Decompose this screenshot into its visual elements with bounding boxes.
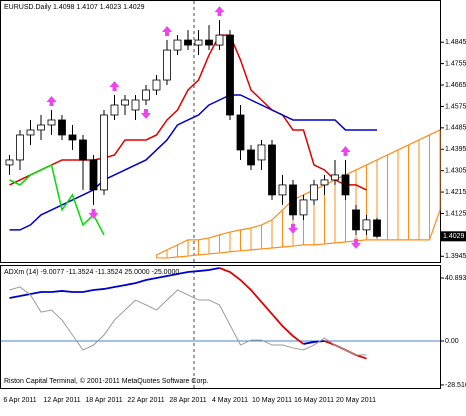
fractal-up	[46, 95, 57, 106]
candle-body	[184, 39, 192, 46]
candle-body	[37, 124, 45, 131]
candle-body	[16, 134, 24, 161]
candle-body	[142, 89, 150, 101]
fractal-down	[351, 238, 361, 249]
x-tick-label: 12 Apr 2011	[43, 397, 80, 404]
candle-body	[226, 34, 234, 116]
indicator-line	[9, 163, 105, 236]
fractal-up	[340, 145, 351, 156]
candle-body	[68, 134, 77, 141]
candle-body	[194, 39, 203, 46]
candle-body	[289, 184, 297, 216]
candle-body	[79, 139, 87, 161]
candle-body	[5, 159, 14, 166]
candle-body	[373, 219, 381, 237]
x-tick-label: 28 Apr 2011	[169, 397, 206, 404]
x-tick-label: 4 May 2011	[212, 397, 248, 404]
y-tick-label: 1.4125	[445, 210, 466, 217]
y-tick-label: 1.4665	[445, 82, 466, 89]
candle-body	[278, 184, 287, 196]
y-tick-label: 40.8936	[445, 275, 466, 282]
y-tick-label: 1.4485	[445, 125, 466, 132]
y-tick-label: -28.5168	[445, 382, 466, 389]
footer: Riston Capital Terminal, © 2001-2011 Met…	[4, 377, 209, 385]
x-tick-label: 22 Apr 2011	[127, 397, 164, 404]
candle-body	[131, 99, 140, 111]
indicator-panel-frame	[0, 265, 441, 389]
indicator-line	[9, 94, 377, 231]
candle-body	[110, 104, 119, 116]
candle-body	[341, 174, 350, 196]
indicator-title: ADXm (14) -9.0077 -11.3524 -11.3524 25.0…	[4, 269, 179, 276]
candle-body	[26, 129, 35, 136]
candle-body	[236, 114, 245, 151]
y-tick-label: 1.4755	[445, 60, 466, 67]
candle-body	[173, 39, 182, 51]
x-tick-label: 10 May 2011	[252, 397, 292, 404]
candle-body	[310, 184, 318, 201]
fractal-up	[162, 26, 172, 37]
candle-body	[100, 114, 108, 191]
chart-title: EURUSD.Daily 1.4098 1.4107 1.4023 1.4029	[4, 4, 145, 11]
x-tick-label: 20 May 2011	[336, 397, 376, 404]
candle-body	[320, 179, 329, 186]
x-tick-label: 18 Apr 2011	[85, 397, 122, 404]
y-tick-label: 1.3945	[445, 253, 466, 260]
candle-body	[205, 39, 213, 46]
indicator-line	[9, 34, 367, 191]
y-tick-label: 1.4575	[445, 103, 466, 110]
y-tick-label: 1.4305	[445, 167, 466, 174]
fractal-up	[214, 6, 225, 17]
candle-body	[89, 159, 98, 191]
x-tick-label: 6 Apr 2011	[3, 397, 36, 404]
candle-body	[299, 199, 308, 216]
candle-body	[152, 79, 161, 91]
fractal-down	[288, 223, 298, 234]
candle-body	[352, 209, 360, 231]
fractal-up	[109, 81, 120, 92]
candle-body	[163, 49, 171, 81]
last-price-label: 1.4029	[443, 233, 465, 240]
candle-body	[121, 99, 129, 106]
indicator-line	[9, 286, 367, 356]
y-tick-label: 1.4845	[445, 39, 466, 46]
candle-body	[215, 34, 224, 46]
candle-body	[362, 219, 371, 231]
last-price-box	[441, 231, 466, 242]
candle-body	[268, 144, 276, 196]
fractal-down	[88, 208, 99, 219]
cloud-span-b	[156, 209, 441, 259]
candle-body	[257, 144, 266, 161]
candle-body	[247, 149, 255, 166]
candle-body	[331, 174, 339, 181]
candle-body	[47, 119, 56, 126]
x-tick-label: 16 May 2011	[294, 397, 334, 404]
fractal-down	[141, 109, 151, 120]
candle-body	[58, 119, 66, 136]
y-tick-label: 1.4395	[445, 146, 466, 153]
cloud-span-a	[156, 129, 441, 256]
y-tick-label: 0.00	[445, 338, 459, 345]
indicator-line	[9, 267, 325, 345]
y-tick-label: 1.4215	[445, 189, 466, 196]
